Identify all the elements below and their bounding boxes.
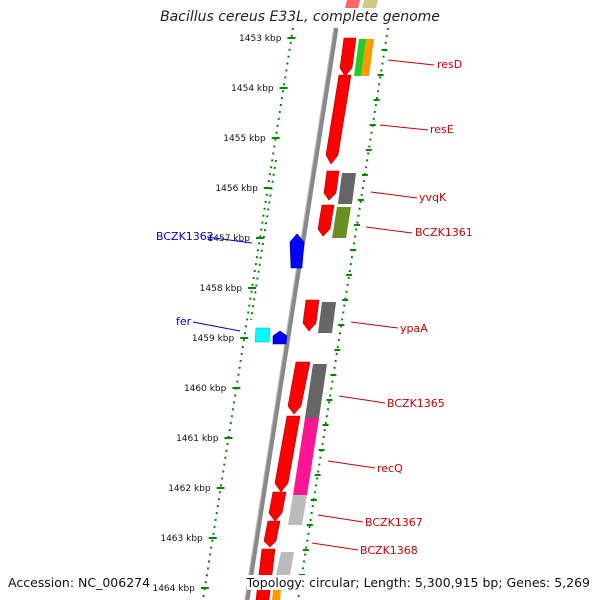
genome-backbone — [244, 27, 339, 600]
label-bczk1368[interactable]: BCZK1368 — [360, 544, 418, 557]
ruler-tick-label: 1461 kbp — [176, 434, 219, 444]
label-bczk1361[interactable]: BCZK1361 — [415, 226, 473, 239]
label-bczk1362[interactable]: BCZK1362 — [156, 230, 214, 243]
gene-yvqk[interactable] — [323, 170, 340, 201]
leader-rese — [379, 124, 429, 131]
forward-strand-dotted-line — [250, 159, 277, 321]
ruler-tick-label: 1453 kbp — [239, 34, 282, 44]
cog-bar-yvqk — [338, 173, 356, 204]
ruler-tick-label: 1457 kbp — [208, 234, 251, 244]
cog-bar-ypaa — [318, 302, 336, 333]
gene-top-partial[interactable] — [345, 0, 360, 8]
leader-ypaa — [350, 321, 399, 329]
leader-bczk1368 — [311, 542, 359, 551]
gene-bczk1368[interactable] — [263, 520, 281, 548]
forward-gene-labels: BCZK1362 fer — [156, 230, 214, 328]
cog-bar-bczk1365 — [305, 364, 327, 418]
leader-bczk1362 — [206, 236, 253, 244]
forward-genes — [254, 233, 305, 345]
label-bczk1367[interactable]: BCZK1367 — [365, 516, 423, 529]
reverse-gene-labels: resD resE yvqK BCZK1361 ypaA BCZK1365 re… — [360, 58, 473, 557]
ruler-tick-label: 1455 kbp — [223, 134, 266, 144]
label-ypaa[interactable]: ypaA — [400, 322, 428, 335]
label-yvqk[interactable]: yvqK — [419, 191, 447, 204]
cog-bar-bczk1367 — [288, 495, 307, 525]
ruler-tick-label: 1454 kbp — [231, 84, 274, 94]
ruler-ticks — [200, 37, 296, 589]
gene-bczk1361[interactable] — [317, 204, 335, 237]
gene-fer[interactable] — [272, 330, 288, 345]
ruler-tick-label: 1464 kbp — [152, 584, 195, 594]
ruler-tick-label: 1456 kbp — [215, 184, 258, 194]
gene-bczk1365[interactable] — [287, 361, 311, 415]
ruler-tick-label: 1463 kbp — [160, 534, 203, 544]
gene-bczk1367[interactable] — [268, 491, 287, 522]
leader-resd — [387, 59, 435, 66]
cog-bar-recq — [293, 418, 319, 495]
topology-text: Topology: circular; Length: 5,300,915 bp… — [246, 575, 590, 590]
gene-ypaa[interactable] — [302, 299, 320, 332]
cog-bar-resd-green — [354, 39, 366, 76]
ruler-tick-label: 1460 kbp — [184, 384, 227, 394]
label-bczk1365[interactable]: BCZK1365 — [387, 397, 445, 410]
ruler-labels: 1453 kbp 1454 kbp 1455 kbp 1456 kbp 1457 kbp… — [152, 34, 281, 594]
genome-backbone-highlight — [244, 27, 335, 600]
label-rese[interactable]: resE — [430, 123, 454, 136]
leader-bczk1367 — [317, 514, 364, 523]
cog-bar-resd-orange — [361, 39, 374, 76]
cog-bar-bczk1361 — [332, 207, 351, 238]
cog-bar-top-tan — [362, 0, 378, 8]
cog-bars — [272, 0, 378, 600]
accession-text: Accession: NC_006274 — [8, 575, 151, 590]
ruler-tick-label: 1458 kbp — [200, 284, 243, 294]
leader-recq — [327, 460, 376, 469]
gene-bczk1362[interactable] — [289, 233, 305, 269]
ruler-tick-label: 1459 kbp — [192, 334, 235, 344]
cog-bar-bottom-orange — [272, 590, 281, 600]
leader-bczk1361 — [365, 226, 413, 234]
gene-rese[interactable] — [325, 74, 352, 165]
strand-dash-ticks — [298, 49, 388, 576]
leader-fer — [192, 321, 241, 332]
cog-bar-fer — [254, 327, 271, 343]
leader-lines — [192, 59, 435, 551]
leader-bczk1365 — [338, 395, 386, 404]
label-resd[interactable]: resD — [437, 58, 462, 71]
ruler-tick-label: 1462 kbp — [168, 484, 211, 494]
gene-resd[interactable] — [339, 37, 357, 77]
label-fer[interactable]: fer — [176, 315, 192, 328]
gene-recq[interactable] — [274, 415, 301, 493]
label-recq[interactable]: recQ — [377, 462, 403, 475]
genome-title: Bacillus cereus E33L, complete genome — [160, 9, 440, 25]
cog-bar-bczk1368 — [276, 552, 294, 575]
leader-yvqk — [370, 191, 418, 199]
